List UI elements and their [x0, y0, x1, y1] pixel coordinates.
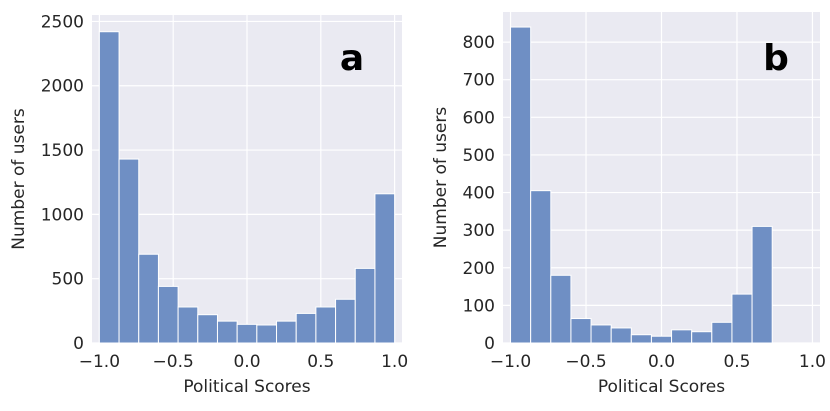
histogram-bar	[691, 331, 713, 344]
histogram-bar	[98, 31, 120, 344]
y-tick-label: 500	[52, 270, 84, 290]
histogram-bar	[510, 26, 532, 344]
histogram-bar	[650, 335, 673, 344]
histogram-bar	[335, 298, 356, 344]
y-tick-label: 0	[73, 334, 84, 354]
y-tick-label: 300	[463, 221, 495, 241]
histogram-bar	[731, 293, 753, 344]
histogram-bar	[197, 314, 218, 344]
histogram-bar	[216, 320, 238, 344]
x-axis-label: Political Scores	[183, 377, 310, 397]
y-tick-label: 100	[463, 296, 495, 316]
histogram-bar	[550, 274, 572, 344]
x-axis-label: Political Scores	[598, 377, 725, 397]
x-tick-label: 1.0	[799, 352, 826, 372]
histogram-bar	[177, 306, 199, 344]
x-tick-label: 0.5	[307, 352, 334, 372]
histogram-bar	[570, 318, 592, 344]
histogram-bar	[315, 306, 337, 344]
histogram-bar	[610, 327, 632, 344]
y-tick-label: 2500	[41, 12, 84, 32]
chart-panel-a: −1.0 −0.5 0.0 0.5 1.0 0 500 1000 1500 2000 2500 Pol…	[9, 12, 408, 397]
y-tick-label: 2000	[41, 77, 84, 97]
histogram-bar	[711, 321, 733, 344]
x-tick-label: 1.0	[381, 352, 408, 372]
y-tick-label: 800	[463, 33, 495, 53]
x-tick-label: −1.0	[79, 352, 120, 372]
histogram-bar	[138, 253, 159, 344]
histogram-bar	[354, 267, 376, 344]
x-tick-label: −1.0	[490, 352, 531, 372]
x-tick-label: 0.0	[233, 352, 260, 372]
y-tick-label: 1000	[41, 205, 84, 225]
histogram-bar	[295, 312, 317, 344]
histogram-bar	[157, 285, 179, 344]
y-tick-label: 500	[463, 146, 495, 166]
histogram-bar	[751, 225, 773, 344]
x-tick-label: −0.5	[153, 352, 194, 372]
y-tick-label: 600	[463, 108, 495, 128]
y-tick-label: 1500	[41, 141, 84, 161]
y-tick-label: 200	[463, 259, 495, 279]
histogram-bar	[630, 334, 652, 344]
y-tick-label: 400	[463, 184, 495, 204]
histogram-bar	[118, 158, 140, 344]
chart-panel-b: −1.0 −0.5 0.0 0.5 1.0 0 100 200 300 400 500 600 700 8…	[431, 12, 826, 397]
panel-label: b	[763, 38, 789, 79]
histogram-bar	[256, 324, 278, 344]
y-tick-label: 700	[463, 71, 495, 91]
histogram-bar	[374, 193, 396, 344]
histogram-bar	[530, 190, 552, 344]
panel-label: a	[340, 38, 364, 79]
y-axis-label: Number of users	[431, 107, 451, 249]
x-tick-label: −0.5	[565, 352, 606, 372]
histogram-bar	[590, 324, 612, 344]
y-axis-label: Number of users	[9, 108, 29, 250]
histogram-bar	[236, 323, 258, 344]
x-tick-label: 0.5	[723, 352, 750, 372]
y-tick-label: 0	[484, 334, 495, 354]
histogram-bar	[276, 320, 297, 344]
x-tick-label: 0.0	[648, 352, 675, 372]
histogram-bar	[671, 329, 693, 344]
